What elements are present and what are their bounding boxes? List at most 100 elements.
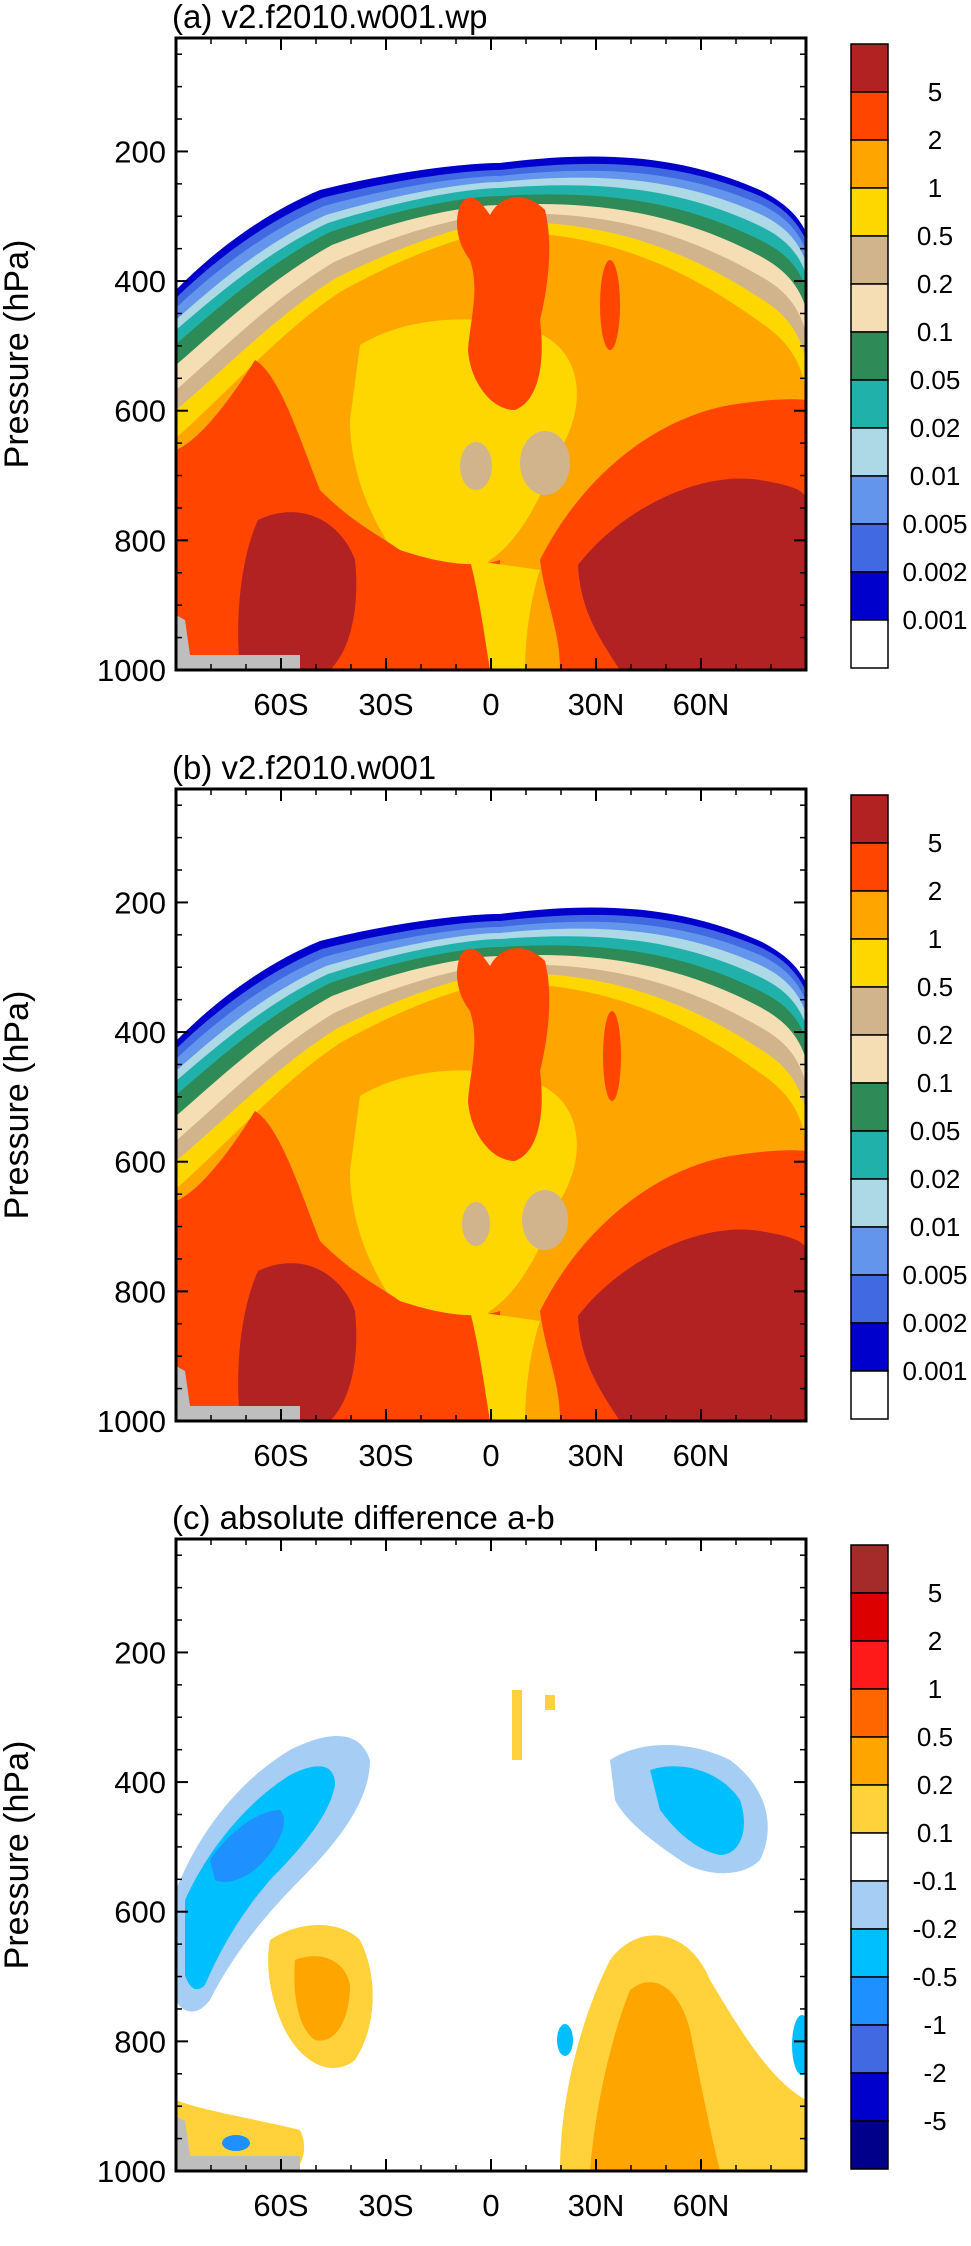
colorbar-box	[850, 1322, 889, 1372]
colorbar-box	[850, 1736, 889, 1786]
colorbar-label: 0.5	[917, 972, 953, 1002]
y-tick-label: 600	[114, 1895, 166, 1930]
colorbar-label: 5	[928, 828, 942, 858]
panel-a-region-tan-1	[460, 442, 492, 490]
x-tick-label: 30N	[568, 1438, 625, 1473]
colorbar-box	[850, 1880, 889, 1930]
colorbar-box	[850, 794, 889, 844]
colorbar-box	[850, 1640, 889, 1690]
y-tick-label: 800	[114, 523, 166, 558]
panel-c-y-ticks: 200 400 600 800 1000	[97, 1554, 806, 2189]
colorbar-label: 0.2	[917, 1020, 953, 1050]
colorbar-label: 0.1	[917, 1818, 953, 1848]
x-tick-label: 30S	[358, 2188, 413, 2223]
panel-c-topography	[176, 2116, 300, 2171]
colorbar-box	[850, 1082, 889, 1132]
y-tick-label: 200	[114, 134, 166, 169]
panel-a-plot-area	[176, 38, 806, 670]
colorbar-label: 2	[928, 876, 942, 906]
panel-c-region-pos-small	[545, 1695, 555, 1710]
colorbar-box	[850, 1274, 889, 1324]
colorbar-label: 0.01	[910, 1212, 961, 1242]
colorbar-label: -2	[923, 2058, 946, 2088]
colorbar-box	[850, 1976, 889, 2026]
colorbar-label: 0.1	[917, 1068, 953, 1098]
y-tick-label: 1000	[97, 2154, 166, 2189]
colorbar-label: 0.2	[917, 1770, 953, 1800]
x-tick-label: 30S	[358, 687, 413, 722]
panel-c-region-pos-plume	[512, 1690, 522, 1760]
colorbar-box	[850, 1226, 889, 1276]
colorbar-box	[850, 2072, 889, 2122]
panel-b-region-red-small	[603, 1011, 621, 1101]
panel-a-topography	[176, 615, 300, 670]
colorbar-box	[850, 1370, 889, 1420]
y-tick-label: 1000	[97, 1404, 166, 1439]
panel-c-region-pos-right-mid	[590, 1982, 720, 2171]
panel-a-region-tan-2	[520, 431, 570, 495]
colorbar-box	[850, 1178, 889, 1228]
colorbar-label: 5	[928, 77, 942, 107]
x-tick-label: 30N	[568, 687, 625, 722]
colorbar-box	[850, 43, 889, 93]
colorbar-box	[850, 331, 889, 381]
colorbar-box	[850, 938, 889, 988]
colorbar-box	[850, 1544, 889, 1594]
colorbar-label: 0.1	[917, 317, 953, 347]
panel-a-x-ticks: 60S 30S 0 30N 60N	[210, 38, 772, 722]
colorbar-label: 0.001	[902, 605, 967, 635]
x-tick-label: 60N	[673, 1438, 730, 1473]
y-tick-label: 600	[114, 1145, 166, 1180]
panel-a-y-ticks: 200 400 600 800 1000	[97, 53, 806, 688]
y-tick-label: 800	[114, 1274, 166, 1309]
x-tick-label: 60S	[253, 687, 308, 722]
panel-b-x-ticks: 60S 30S 0 30N 60N	[210, 789, 772, 1473]
panel-a-region-darkred-left	[238, 512, 357, 670]
y-tick-label: 200	[114, 885, 166, 920]
colorbar-box	[850, 1130, 889, 1180]
colorbar-label: -5	[923, 2106, 946, 2136]
colorbar-box	[850, 187, 889, 237]
colorbar-label: -0.5	[913, 1962, 958, 1992]
panel-b-region-darkred-left	[238, 1263, 357, 1421]
colorbar-box	[850, 523, 889, 573]
panel-b-y-ticks: 200 400 600 800 1000	[97, 804, 806, 1439]
colorbar-label: 0.01	[910, 461, 961, 491]
panel-c-x-ticks: 60S 30S 0 30N 60N	[210, 1539, 772, 2223]
panel-a-region-darkred-right	[578, 478, 806, 670]
panel-b-title: (b) v2.f2010.w001	[172, 749, 436, 786]
panel-c-region-neg-right-core	[650, 1766, 744, 1855]
colorbar-box	[850, 2120, 889, 2170]
panel-b-region-tan-2	[522, 1190, 568, 1250]
colorbar-box	[850, 379, 889, 429]
panel-a-colorbar: 5 2 1 0.5 0.2 0.1 0.05 0.02 0.01 0.005 0.002 0.001	[850, 43, 968, 669]
y-tick-label: 1000	[97, 653, 166, 688]
colorbar-label: 2	[928, 1626, 942, 1656]
colorbar-label: 0.005	[902, 509, 967, 539]
panel-c-region-neg-edge	[792, 2015, 806, 2075]
panel-c-region-neg-right-small	[557, 2024, 573, 2056]
panel-a: (a) v2.f2010.w001.wp 200 400 600 800 1000 60…	[97, 0, 968, 722]
x-tick-label: 60S	[253, 2188, 308, 2223]
colorbar-label: 0.5	[917, 1722, 953, 1752]
panel-b: (b) v2.f2010.w001 200 400 600 800 1000 60S 30…	[97, 749, 968, 1473]
panel-c-region-pos-left-core	[294, 1956, 350, 2041]
colorbar-box	[850, 1592, 889, 1642]
panel-c-colorbar: 5 2 1 0.5 0.2 0.1 -0.1 -0.2 -0.5 -1 -2 -5	[850, 1544, 958, 2170]
colorbar-label: 0.02	[910, 413, 961, 443]
colorbar-label: -0.1	[913, 1866, 958, 1896]
panel-c-plot-area	[176, 1539, 806, 2171]
colorbar-box	[850, 1928, 889, 1978]
colorbar-box	[850, 890, 889, 940]
colorbar-box	[850, 986, 889, 1036]
colorbar-box	[850, 1832, 889, 1882]
panel-b-region-darkred-right	[578, 1229, 806, 1421]
panel-a-region-yellow-lower	[470, 560, 540, 670]
panel-a-title: (a) v2.f2010.w001.wp	[172, 0, 488, 35]
panel-a-region-red-small	[600, 260, 620, 350]
y-tick-label: 400	[114, 1765, 166, 1800]
y-tick-label: 800	[114, 2024, 166, 2059]
y-tick-label: 400	[114, 1015, 166, 1050]
x-tick-label: 0	[482, 1438, 499, 1473]
